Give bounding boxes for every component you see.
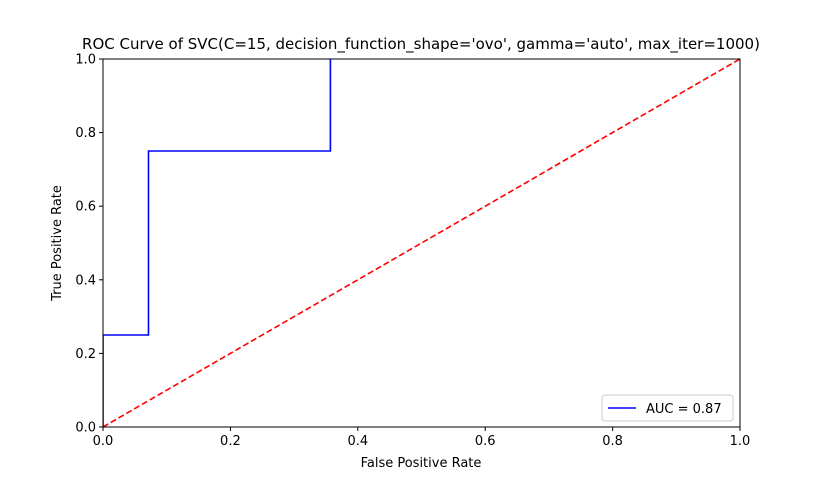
y-tick-label: 0.6 bbox=[75, 200, 96, 215]
y-tick-label: 0.0 bbox=[75, 421, 96, 436]
x-tick-label: 0.8 bbox=[602, 434, 623, 449]
y-tick-label: 0.8 bbox=[75, 126, 96, 141]
y-tick-label: 0.2 bbox=[75, 347, 96, 362]
axes-frame bbox=[102, 58, 741, 428]
x-axis-label: False Positive Rate bbox=[361, 456, 482, 471]
legend-label: AUC = 0.87 bbox=[646, 402, 722, 417]
x-tick-label: 0.2 bbox=[220, 434, 241, 449]
chance-diagonal-line bbox=[103, 58, 741, 428]
plot-area bbox=[102, 58, 741, 428]
x-tick-label: 0.4 bbox=[347, 434, 368, 449]
legend: AUC = 0.87 bbox=[601, 394, 734, 422]
x-tick-label: 0.6 bbox=[475, 434, 496, 449]
x-tick-label: 1.0 bbox=[730, 434, 751, 449]
y-axis-label: True Positive Rate bbox=[50, 185, 65, 302]
y-tick-label: 1.0 bbox=[75, 53, 96, 68]
chart-title: ROC Curve of SVC(C=15, decision_function… bbox=[82, 35, 760, 54]
y-axis-ticks: 0.0 0.2 0.4 0.6 0.8 1.0 bbox=[75, 53, 103, 436]
x-axis-ticks: 0.0 0.2 0.4 0.6 0.8 1.0 bbox=[93, 427, 751, 449]
legend-box bbox=[601, 394, 734, 422]
y-tick-label: 0.4 bbox=[75, 273, 96, 288]
x-tick-label: 0.0 bbox=[93, 434, 114, 449]
roc-curve-line bbox=[103, 59, 332, 427]
